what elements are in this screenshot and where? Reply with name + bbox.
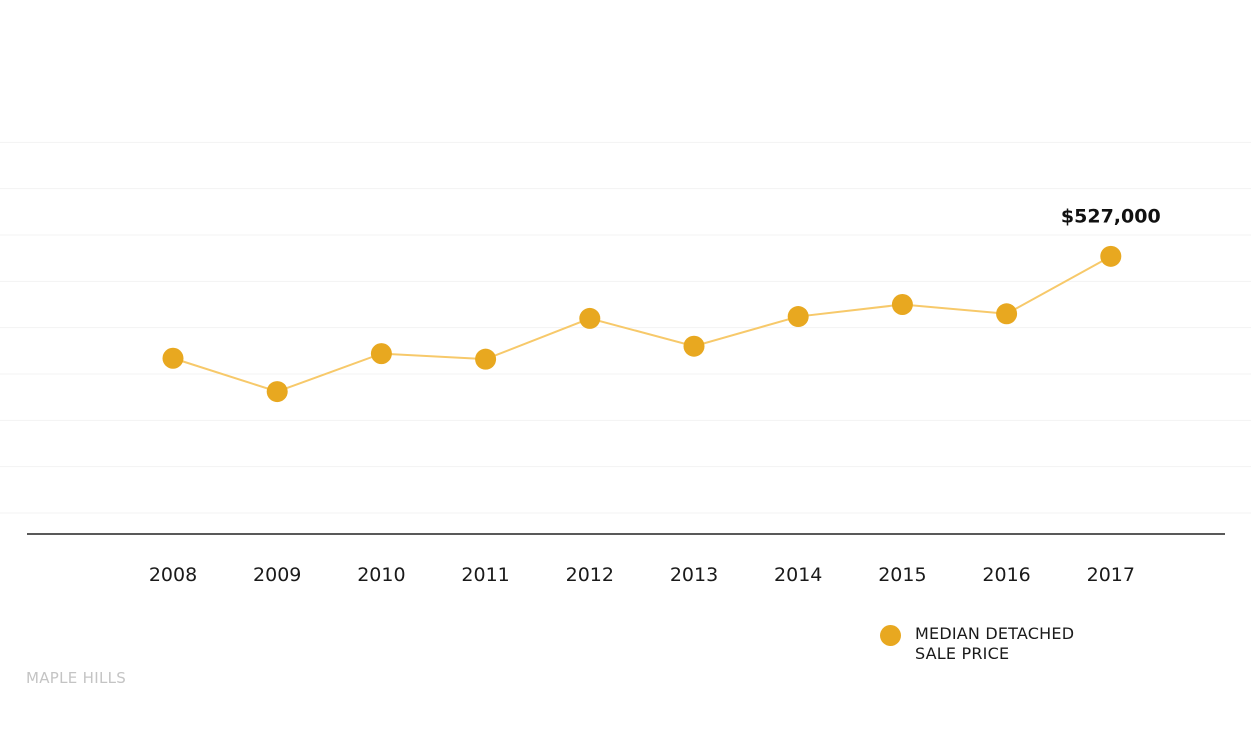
x-tick-label-2012: 2012 (566, 564, 614, 586)
data-label-2017: $527,000 (1061, 205, 1161, 227)
series-line-group (172, 255, 1112, 393)
data-point-2017[interactable] (1100, 245, 1122, 267)
legend-label-line-2: SALE PRICE (915, 644, 1010, 663)
x-tick-label-2015: 2015 (878, 564, 926, 586)
data-labels: $527,000 (1061, 205, 1161, 227)
series-points (162, 245, 1122, 403)
legend-label: MEDIAN DETACHED SALE PRICE (915, 624, 1074, 664)
source-label: MAPLE HILLS (26, 669, 127, 687)
legend: MEDIAN DETACHED SALE PRICE (880, 624, 1074, 664)
data-point-2009[interactable] (266, 381, 288, 403)
data-point-2016[interactable] (996, 303, 1018, 325)
data-point-2015[interactable] (891, 294, 913, 315)
x-tick-label-2011: 2011 (461, 564, 509, 586)
x-tick-label-2014: 2014 (774, 564, 822, 586)
data-point-2014[interactable] (787, 306, 809, 328)
data-point-2012[interactable] (579, 307, 601, 329)
data-point-2011[interactable] (475, 348, 497, 370)
x-tick-label-2013: 2013 (670, 564, 718, 586)
x-tick-label-2017: 2017 (1087, 564, 1135, 586)
x-tick-labels: 2008 2009 2010 2011 2012 2013 2014 2015 2016 2017 (149, 564, 1135, 586)
x-tick-label-2010: 2010 (357, 564, 405, 586)
x-tick-label-2016: 2016 (982, 564, 1030, 586)
x-tick-label-2009: 2009 (253, 564, 301, 586)
legend-swatch-dot (880, 625, 901, 646)
data-point-2010[interactable] (370, 343, 392, 365)
legend-label-line-1: MEDIAN DETACHED (915, 624, 1075, 643)
data-point-2008[interactable] (162, 347, 184, 369)
series-line (172, 255, 1112, 393)
data-point-2013[interactable] (683, 335, 705, 357)
x-tick-label-2008: 2008 (149, 564, 197, 586)
